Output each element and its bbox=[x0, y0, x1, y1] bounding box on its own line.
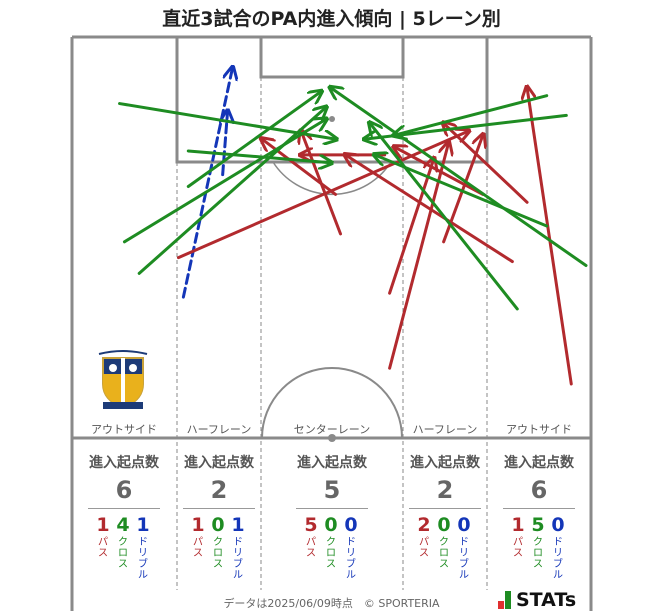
stat-divider bbox=[296, 508, 368, 509]
goal-area bbox=[259, 35, 405, 79]
cross-label: クロス bbox=[439, 537, 449, 570]
dribble-count: 1 bbox=[136, 514, 150, 536]
dribble-label: ドリブル bbox=[459, 537, 469, 581]
stat-header: 進入起点数 bbox=[504, 455, 574, 471]
cross-arrow bbox=[186, 149, 330, 163]
stat-header: 進入起点数 bbox=[89, 455, 159, 471]
pass-count: 1 bbox=[511, 514, 525, 536]
lane-name-center: センターレーン bbox=[293, 423, 371, 436]
cross-label: クロス bbox=[326, 537, 336, 570]
lane-name-right-outside: アウトサイド bbox=[506, 423, 572, 436]
pass-arrow bbox=[345, 155, 514, 264]
pass-arrow bbox=[176, 131, 468, 260]
cross-count: 5 bbox=[531, 514, 545, 536]
pass-count: 1 bbox=[96, 514, 110, 536]
cross-label: クロス bbox=[118, 537, 128, 570]
pass-label: パス bbox=[419, 537, 429, 559]
pass-count: 1 bbox=[191, 514, 205, 536]
pass-label: パス bbox=[306, 537, 316, 559]
stats-logo-text: STATs bbox=[516, 589, 577, 611]
footer-credit: データは2025/06/09時点 © SPORTERIA bbox=[223, 597, 440, 610]
dribble-label: ドリブル bbox=[346, 537, 356, 581]
cross-arrow bbox=[118, 102, 336, 140]
center-spot bbox=[328, 434, 336, 442]
dribble-label: ドリブル bbox=[138, 537, 148, 581]
cross-arrow bbox=[375, 155, 549, 228]
cross-label: クロス bbox=[533, 537, 543, 570]
club-crest-icon bbox=[98, 350, 148, 410]
pass-label: パス bbox=[193, 537, 203, 559]
pass-arrow bbox=[444, 123, 529, 204]
cross-arrow bbox=[137, 108, 326, 275]
lane-name-right-half: ハーフレーン bbox=[412, 423, 478, 436]
cross-count: 0 bbox=[437, 514, 451, 536]
stat-total: 5 bbox=[323, 476, 341, 504]
center-circle bbox=[261, 367, 403, 439]
pass-count: 2 bbox=[417, 514, 431, 536]
stat-total: 2 bbox=[436, 476, 454, 504]
dribble-arrow bbox=[181, 68, 232, 299]
cross-arrow bbox=[186, 92, 321, 188]
stats-logo-icon bbox=[498, 591, 512, 609]
cross-arrow bbox=[395, 94, 549, 135]
cross-arrow bbox=[122, 119, 325, 244]
dribble-label: ドリブル bbox=[233, 537, 243, 581]
cross-arrow bbox=[331, 88, 588, 267]
cross-count: 0 bbox=[324, 514, 338, 536]
penalty-spot bbox=[329, 116, 335, 122]
stats-logo: STATs bbox=[498, 589, 576, 611]
pitch-lines bbox=[70, 35, 593, 611]
stat-divider bbox=[503, 508, 575, 509]
pass-arrow bbox=[388, 143, 449, 370]
stat-divider bbox=[409, 508, 481, 509]
dribble-label: ドリブル bbox=[553, 537, 563, 581]
stat-header: 進入起点数 bbox=[410, 455, 480, 471]
cross-arrow bbox=[370, 123, 519, 311]
dribble-count: 0 bbox=[551, 514, 565, 536]
cross-count: 0 bbox=[211, 514, 225, 536]
stat-header: 進入起点数 bbox=[184, 455, 254, 471]
pass-arrow bbox=[395, 147, 485, 196]
cross-count: 4 bbox=[116, 514, 130, 536]
cross-arrow bbox=[365, 113, 568, 139]
lane-name-left-outside: アウトサイド bbox=[91, 423, 157, 436]
pass-count: 5 bbox=[304, 514, 318, 536]
dribble-arrow bbox=[223, 111, 228, 177]
dribble-count: 0 bbox=[344, 514, 358, 536]
cross-label: クロス bbox=[213, 537, 223, 570]
pass-arrow bbox=[388, 159, 434, 295]
dribble-count: 0 bbox=[457, 514, 471, 536]
chart-title: 直近3試合のPA内進入傾向 | 5レーン別 bbox=[162, 8, 501, 30]
pass-arrow bbox=[527, 88, 573, 386]
stat-total: 2 bbox=[210, 476, 228, 504]
stat-divider bbox=[183, 508, 255, 509]
stat-total: 6 bbox=[530, 476, 548, 504]
pass-arrow bbox=[301, 131, 342, 236]
dribble-count: 1 bbox=[231, 514, 245, 536]
stat-total: 6 bbox=[115, 476, 133, 504]
lane-name-left-half: ハーフレーン bbox=[186, 423, 252, 436]
arrows-layer bbox=[118, 68, 588, 386]
stat-divider bbox=[88, 508, 160, 509]
stat-header: 進入起点数 bbox=[297, 455, 367, 471]
pass-label: パス bbox=[513, 537, 523, 559]
pass-label: パス bbox=[98, 537, 108, 559]
